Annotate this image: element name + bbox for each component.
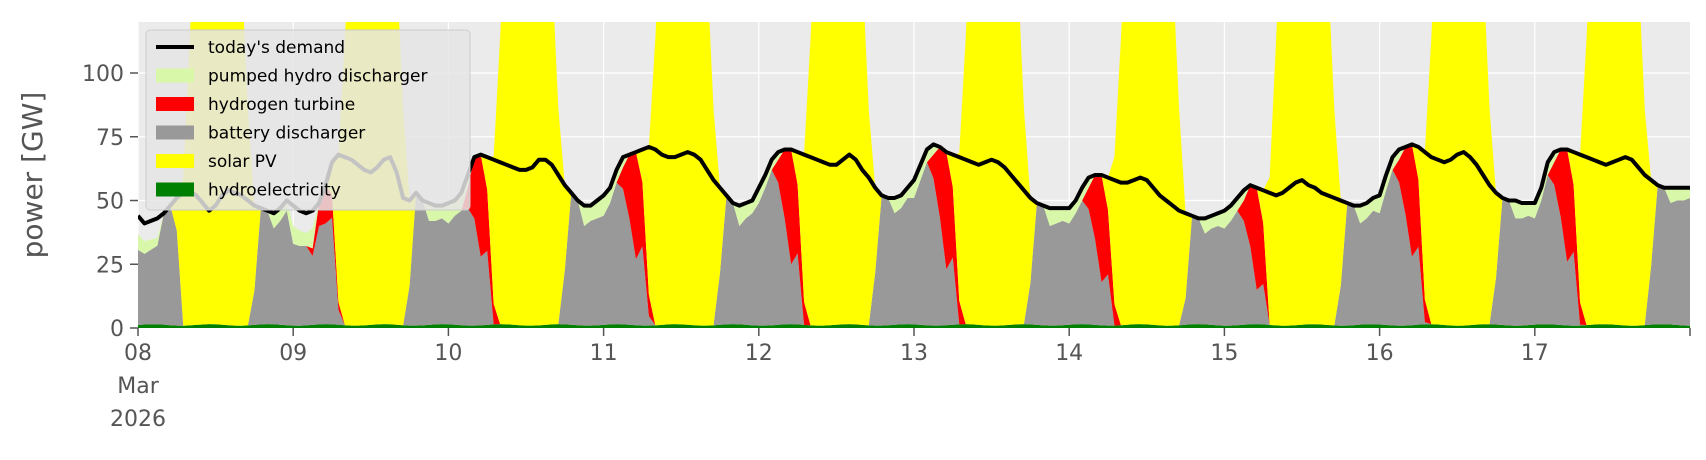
x-tick-label: 09	[279, 341, 307, 366]
y-axis-label: power [GW]	[16, 92, 49, 259]
y-axis: 0 25 50 75 100	[82, 62, 138, 342]
legend-label: solar PV	[208, 152, 277, 172]
x-axis: 08 Mar 2026 09 10 11 12 13 14 15 16 17	[110, 328, 1691, 432]
area-solar-pv	[138, 22, 1690, 326]
legend-swatch	[156, 182, 194, 197]
y-tick-label: 50	[96, 190, 124, 215]
x-tick-label: 12	[745, 341, 773, 366]
x-tick-label: Mar	[117, 374, 159, 399]
y-tick-label: 75	[96, 126, 124, 151]
x-tick-label: 15	[1210, 341, 1238, 366]
x-tick-label: 10	[434, 341, 462, 366]
x-tick-label: 13	[900, 341, 928, 366]
y-tick-label: 100	[82, 62, 124, 87]
legend-label: today's demand	[208, 38, 345, 58]
x-tick-label: 2026	[110, 407, 166, 432]
x-tick-label: 14	[1055, 341, 1083, 366]
x-tick-label: 11	[590, 341, 618, 366]
legend-swatch	[156, 125, 194, 140]
x-tick-label: 08	[124, 341, 152, 366]
legend: today's demand pumped hydro discharger hyd…	[145, 29, 471, 211]
legend-label: hydroelectricity	[208, 181, 341, 201]
x-tick-label: 17	[1521, 341, 1549, 366]
legend-label: pumped hydro discharger	[208, 67, 427, 87]
area-hydroelectricity	[138, 324, 1690, 328]
legend-box	[145, 29, 471, 211]
legend-swatch	[156, 68, 194, 83]
y-tick-label: 0	[110, 317, 124, 342]
legend-label: hydrogen turbine	[208, 95, 355, 115]
legend-swatch	[156, 154, 194, 168]
legend-label: battery discharger	[208, 124, 365, 144]
y-tick-label: 25	[96, 253, 124, 278]
area-battery-discharger	[138, 162, 1690, 326]
legend-swatch	[156, 97, 194, 111]
x-tick-label: 16	[1366, 341, 1394, 366]
